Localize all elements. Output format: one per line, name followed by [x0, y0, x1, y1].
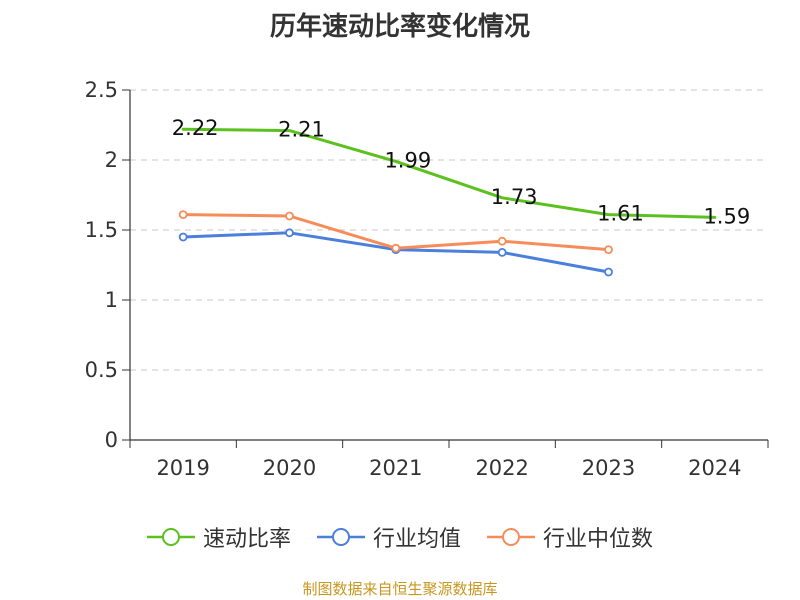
data-label: 1.73: [491, 185, 538, 209]
data-label: 1.61: [597, 202, 644, 226]
x-tick-label: 2023: [582, 456, 635, 480]
x-tick-label: 2022: [475, 456, 528, 480]
legend-swatch-quick-ratio: [146, 528, 195, 546]
legend-swatch-industry-median: [487, 528, 535, 546]
legend-swatch-industry-mean: [316, 528, 365, 546]
y-tick-label: 2.5: [85, 78, 118, 102]
legend-label-industry-median: 行业中位数: [543, 527, 654, 552]
data-label: 1.59: [703, 204, 750, 228]
y-tick-label: 1.5: [85, 218, 118, 242]
data-point: [178, 210, 188, 220]
legend-item-quick-ratio[interactable]: 速动比率: [146, 521, 291, 553]
data-point: [285, 228, 294, 238]
data-point: [497, 236, 507, 246]
y-tick-label: 0.5: [85, 358, 118, 382]
data-point: [497, 247, 507, 257]
data-label: 1.99: [384, 148, 431, 172]
legend: 速动比率 行业均值 行业中位数: [0, 520, 800, 554]
series-line-0: [181, 127, 717, 219]
legend-item-industry-mean[interactable]: 行业均值: [316, 521, 461, 553]
y-tick-label: 2: [105, 148, 118, 172]
data-point: [604, 245, 613, 255]
legend-label-quick-ratio: 速动比率: [202, 527, 291, 552]
data-point: [604, 267, 613, 277]
chart-title: 历年速动比率变化情况: [269, 12, 530, 42]
x-tick-label: 2019: [156, 456, 209, 480]
x-tick-label: 2021: [369, 456, 422, 480]
legend-item-industry-median[interactable]: 行业中位数: [487, 521, 653, 553]
y-tick-label: 1: [105, 288, 118, 312]
data-label: 2.21: [278, 118, 325, 142]
x-tick-label: 2020: [263, 456, 316, 480]
data-source-note: 制图数据来自恒生聚源数据库: [302, 580, 498, 598]
y-tick-label: 0: [105, 428, 118, 452]
data-point: [285, 211, 294, 221]
data-label: 2.22: [172, 116, 219, 140]
legend-label-industry-mean: 行业均值: [372, 527, 461, 552]
data-point: [178, 232, 188, 242]
x-tick-label: 2024: [688, 456, 741, 480]
data-point: [391, 243, 401, 253]
